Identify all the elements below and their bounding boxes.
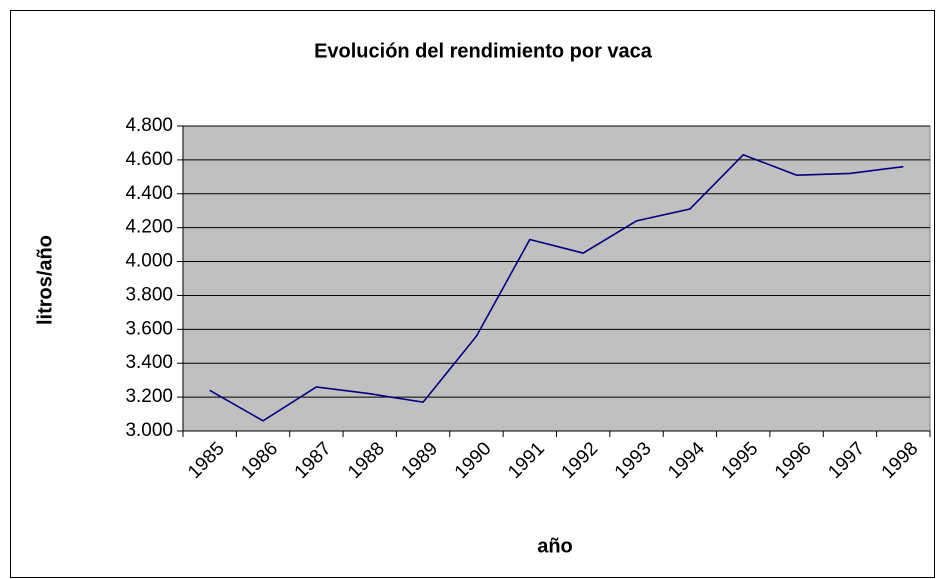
y-tick-label: 3.800 [125,284,173,305]
y-tick-label: 3.400 [125,352,173,373]
y-tick-label: 3.000 [125,420,173,441]
y-tick-label: 3.600 [125,318,173,339]
y-tick-label: 3.200 [125,386,173,407]
chart-title: Evolución del rendimiento por vaca [314,40,653,62]
y-tick-label: 4.200 [125,217,173,238]
y-tick-label: 4.000 [125,251,173,272]
y-tick-label: 4.800 [125,115,173,136]
y-tick-label: 4.400 [125,183,173,204]
x-axis-title: año [537,535,573,557]
y-axis-title: litros/año [34,235,56,325]
plot-area [182,125,931,432]
data-line [209,153,904,422]
y-tick-label: 4.600 [125,149,173,170]
